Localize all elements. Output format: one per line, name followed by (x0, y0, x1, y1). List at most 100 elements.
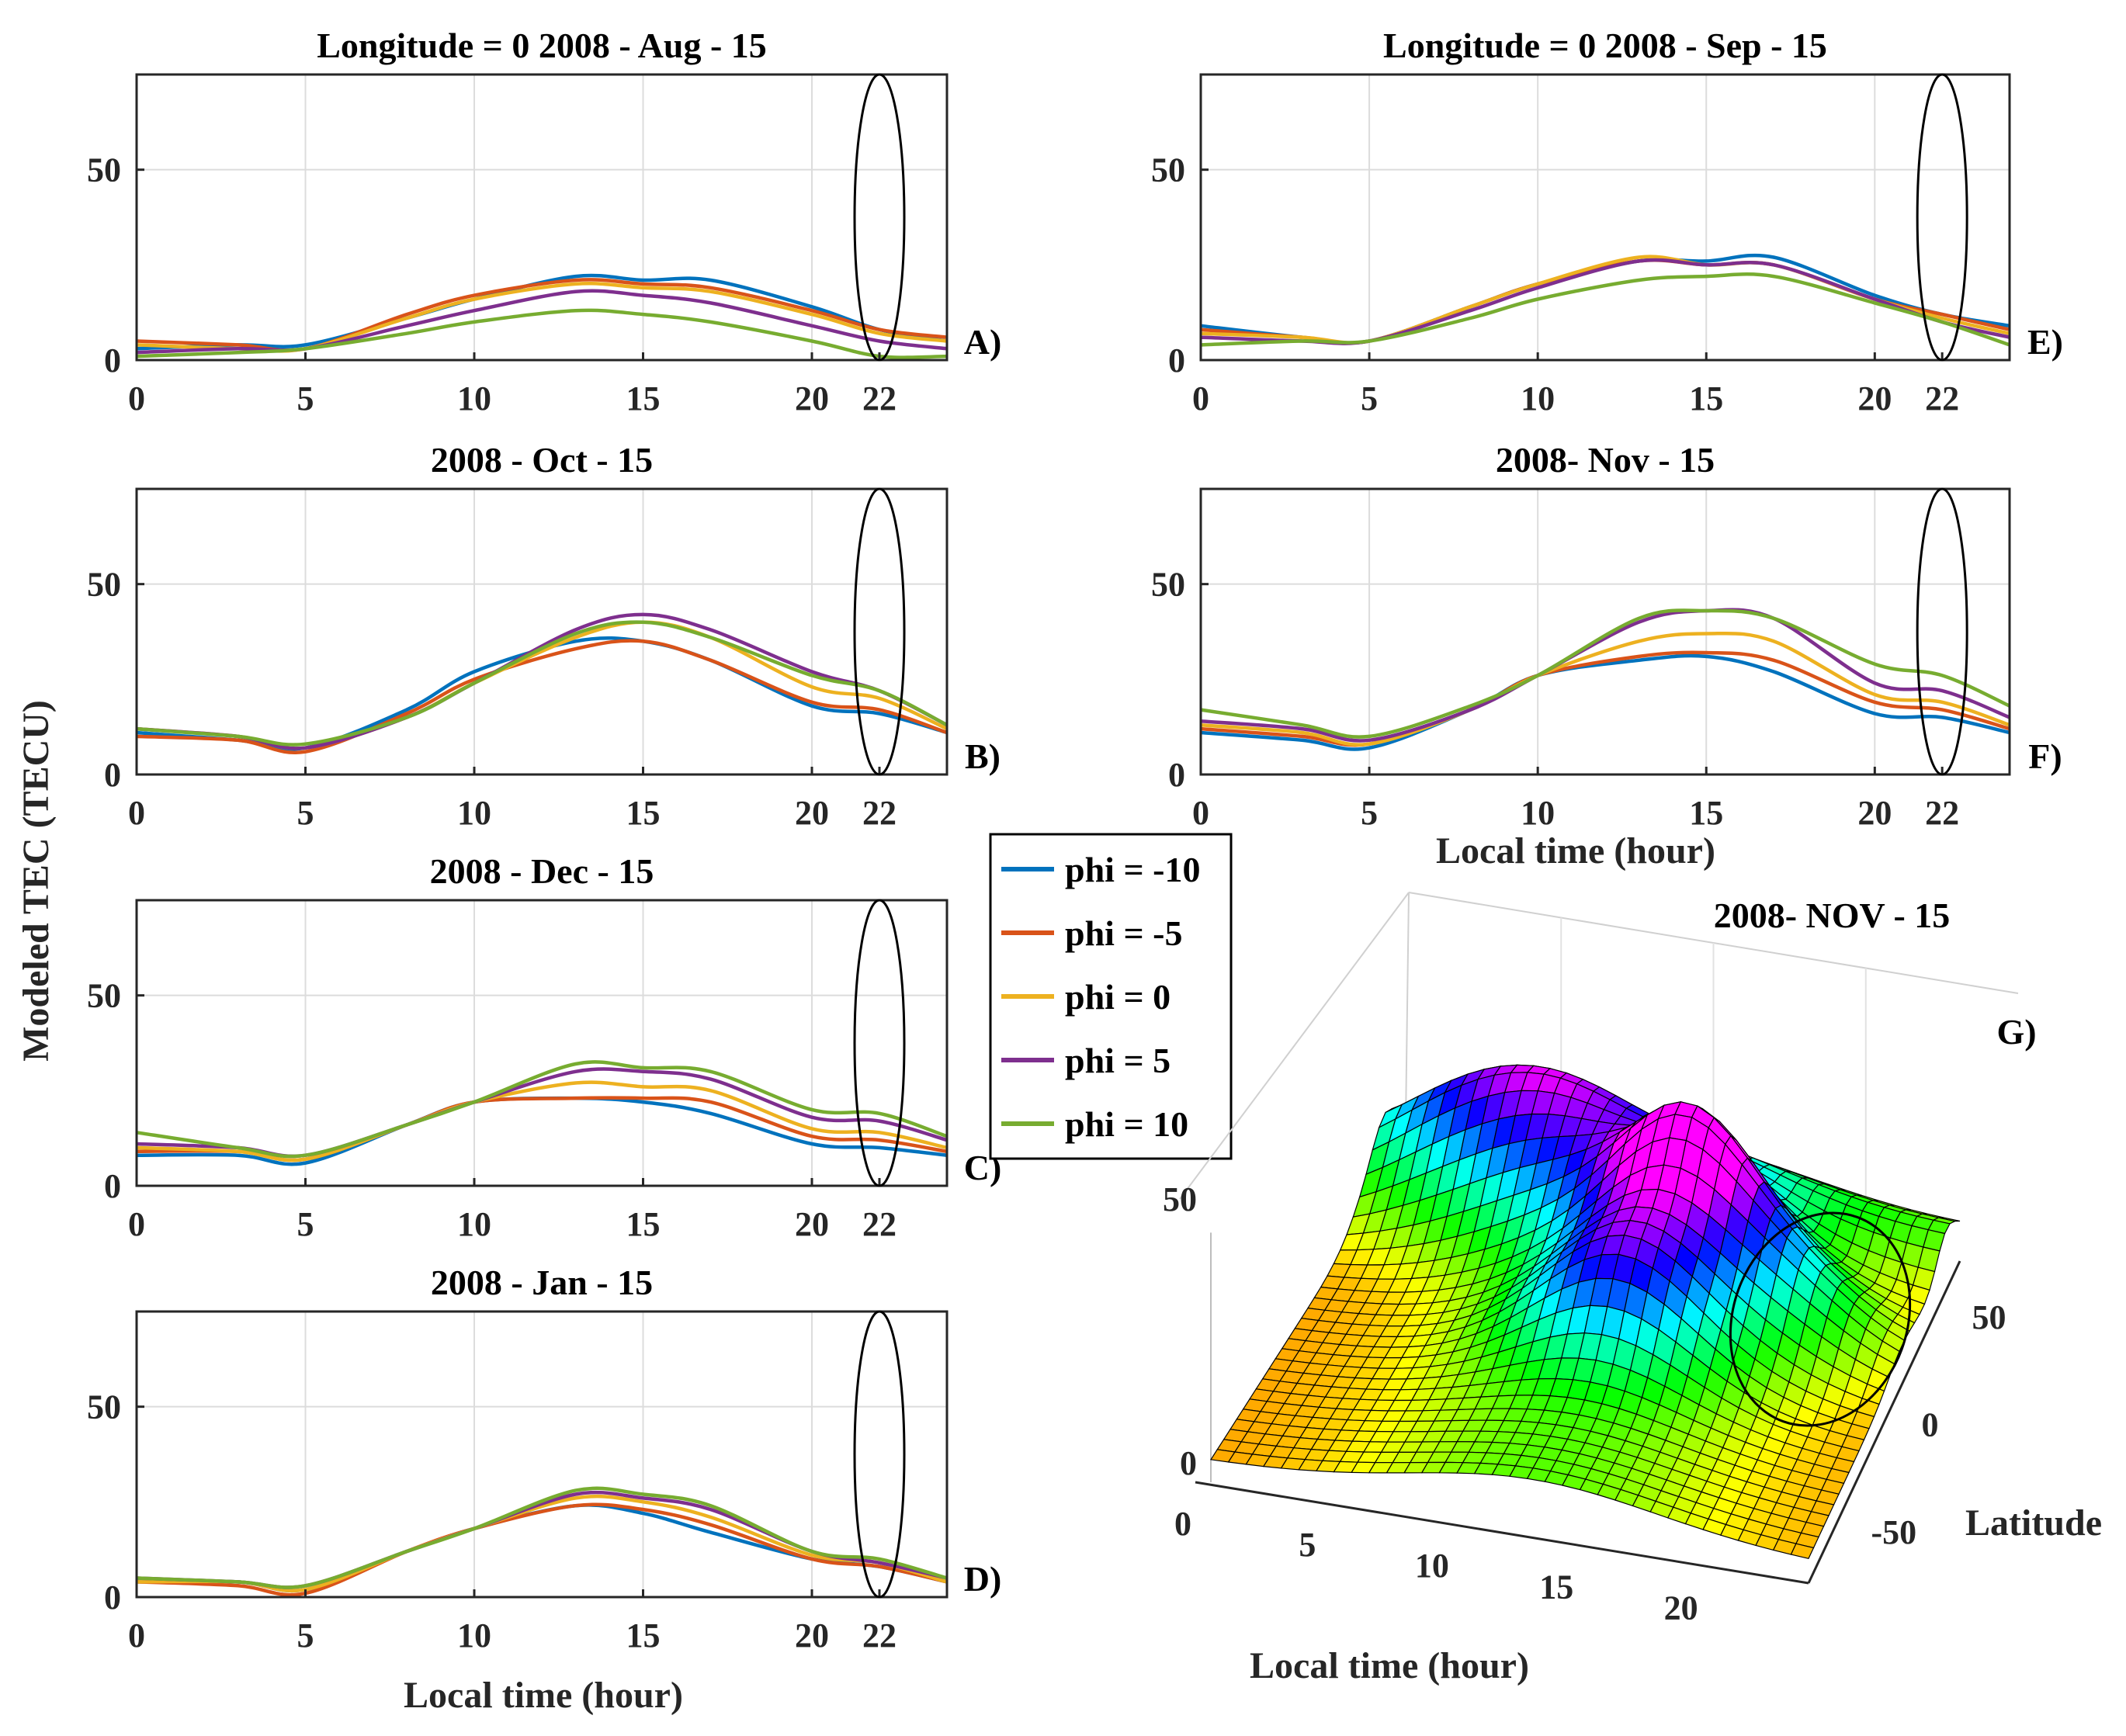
series-line (136, 620, 948, 750)
highlight-ellipse (853, 73, 906, 362)
x-tick-label: 10 (457, 379, 491, 418)
x-tick-label: 15 (1689, 379, 1723, 418)
series-line (136, 282, 948, 353)
panel-label: E) (2027, 322, 2063, 362)
y-tick-label: 50 (87, 1388, 121, 1426)
surface-y-tick-label: -50 (1871, 1513, 1917, 1551)
x-tick-label: 15 (626, 1616, 661, 1655)
legend: phi = -10 phi = -5 phi = 0 phi = 5 phi = 10 (989, 833, 1233, 1160)
panel-B: 2008 - Oct - 15 0 5 10 15 20 22 0 50 B) (87, 440, 1001, 832)
panel-title: 2008 - Oct - 15 (431, 440, 653, 480)
surface-cell (1790, 1543, 1815, 1559)
surface-panel-label: G) (1996, 1012, 2036, 1052)
surface-panel: 2008- NOV - 15 G) 0 5 10 15 20 -50 0 50 0 50 Loca… (1163, 892, 2102, 1686)
surface-back-edge (1179, 892, 1410, 1200)
axes-box (135, 73, 949, 362)
series-line (1200, 272, 2010, 347)
x-tick-label: 15 (626, 794, 661, 832)
series-line (136, 639, 948, 754)
y-tick-label: 50 (1151, 566, 1185, 604)
axes-box (1199, 73, 2011, 362)
y-tick-label: 0 (104, 341, 121, 379)
series-line (136, 1080, 948, 1163)
x-tick-label: 5 (297, 1205, 314, 1243)
x-tick-label: 10 (457, 1205, 491, 1243)
x-tick-label: 10 (1521, 794, 1555, 832)
series-line (1200, 653, 2010, 751)
x-tick-label: 22 (862, 1205, 897, 1243)
series-line (136, 1060, 948, 1159)
surface-z-tick-label: 50 (1163, 1180, 1197, 1218)
x-tick-label: 0 (1192, 379, 1209, 418)
x-tick-label: 15 (626, 1205, 661, 1243)
legend-label: phi = 0 (1065, 977, 1171, 1017)
highlight-ellipse (853, 487, 906, 776)
series-line (1200, 608, 2010, 743)
x-tick-label: 5 (297, 1616, 314, 1655)
axes-box (135, 487, 949, 776)
x-tick-label: 0 (128, 1616, 145, 1655)
panel-A: Longitude = 0 2008 - Aug - 15 0 5 10 15 20 22 0… (87, 26, 1001, 418)
x-tick-label: 22 (862, 794, 897, 832)
y-tick-label: 50 (87, 566, 121, 604)
series-line (1200, 608, 2010, 739)
x-tick-label: 10 (457, 1616, 491, 1655)
y-tick-label: 0 (104, 1167, 121, 1205)
y-tick-label: 50 (1151, 151, 1185, 189)
y-tick-label: 0 (1168, 756, 1185, 794)
panel-D: 2008 - Jan - 15 0 5 10 15 20 22 0 50 D) (87, 1263, 1001, 1655)
x-tick-label: 20 (795, 794, 829, 832)
x-tick-label: 10 (457, 794, 491, 832)
surface-mesh (1209, 1064, 1961, 1559)
axes-box (1199, 487, 2011, 776)
x-tick-label: 15 (1689, 794, 1723, 832)
axes-box (135, 899, 949, 1187)
x-tick-label: 22 (1925, 794, 1959, 832)
x-tick-label: 20 (795, 1616, 829, 1655)
x-tick-label: 22 (862, 1616, 897, 1655)
x-tick-label: 15 (626, 379, 661, 418)
panel-label: B) (965, 736, 1001, 776)
panel-title: Longitude = 0 2008 - Aug - 15 (317, 26, 767, 65)
surface-x-axis (1195, 1481, 1809, 1585)
figure-ylabel: Modeled TEC (TECU) (16, 700, 57, 1062)
x-tick-label: 22 (1925, 379, 1959, 418)
xlabel-left: Local time (hour) (404, 1675, 683, 1716)
panel-E: Longitude = 0 2008 - Sep - 15 0 5 10 15 20 22 0… (1151, 26, 2063, 418)
line-panels: Longitude = 0 2008 - Aug - 15 0 5 10 15 20 22 0… (87, 26, 2063, 1655)
x-tick-label: 20 (1857, 379, 1892, 418)
surface-title: 2008- NOV - 15 (1714, 896, 1951, 935)
series-line (136, 273, 948, 351)
surface-ylabel: Latitude (1965, 1502, 2102, 1544)
x-tick-label: 0 (128, 794, 145, 832)
x-tick-label: 0 (128, 1205, 145, 1243)
series-line (136, 1503, 948, 1593)
surface-x-tick-label: 5 (1299, 1526, 1316, 1564)
highlight-ellipse (853, 899, 906, 1187)
series-line (136, 308, 948, 359)
series-line (136, 620, 949, 747)
y-tick-label: 0 (1168, 341, 1185, 379)
x-tick-label: 0 (1192, 794, 1209, 832)
surface-x-tick-label: 20 (1664, 1589, 1698, 1627)
x-tick-label: 10 (1521, 379, 1555, 418)
surface-ticks: 0 5 10 15 20 -50 0 50 0 50 (1163, 1180, 2006, 1627)
x-tick-label: 5 (297, 379, 314, 418)
series-line (136, 636, 948, 751)
xlabel-right: Local time (hour) (1436, 830, 1715, 871)
panel-label: A) (964, 322, 1002, 362)
series-line (136, 1486, 948, 1589)
highlight-ellipse (1916, 73, 1968, 362)
series-line (1200, 631, 2010, 747)
x-tick-label: 5 (1361, 794, 1378, 832)
surface-y-tick-label: 0 (1922, 1406, 1939, 1444)
legend-label: phi = 10 (1065, 1104, 1188, 1144)
axes-box (135, 1310, 949, 1599)
x-tick-label: 5 (297, 794, 314, 832)
panel-label: F) (2028, 736, 2062, 776)
series-line (136, 1494, 948, 1593)
highlight-ellipse (853, 1310, 906, 1599)
legend-label: phi = 5 (1065, 1041, 1171, 1080)
